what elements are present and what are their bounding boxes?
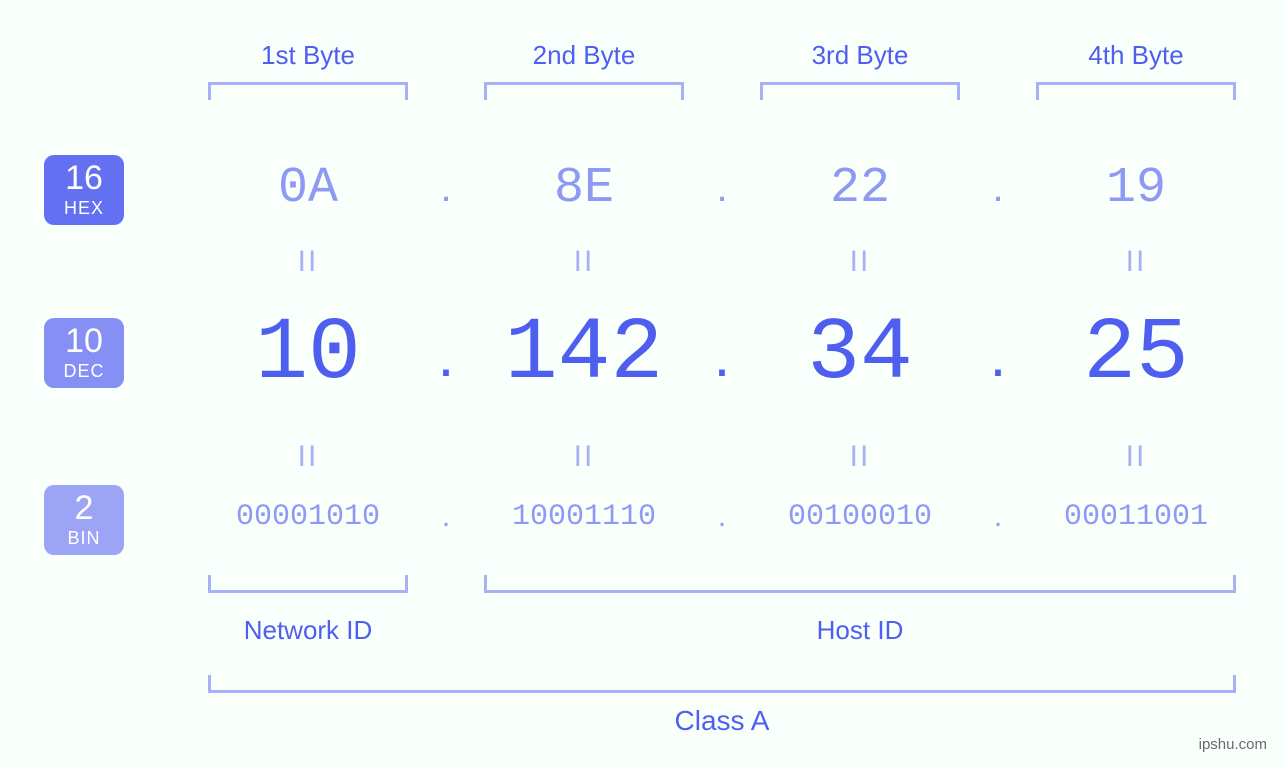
equals-245-1: II (208, 245, 408, 279)
watermark: ipshu.com (1199, 736, 1267, 753)
hex-dot-2: . (684, 160, 760, 218)
top-bracket-1 (208, 82, 408, 100)
dec-byte-2: 142 (484, 305, 684, 404)
top-bracket-3 (760, 82, 960, 100)
label-network-id: Network ID (208, 615, 408, 646)
hex-byte-2: 8E (484, 160, 684, 217)
badge-hex: 16 HEX (44, 155, 124, 225)
bracket-network (208, 575, 408, 593)
equals-440-4: II (1036, 440, 1236, 474)
equals-245-4: II (1036, 245, 1236, 279)
equals-440-1: II (208, 440, 408, 474)
badge-bin-label: BIN (44, 529, 124, 547)
badge-bin: 2 BIN (44, 485, 124, 555)
dec-dot-3: . (960, 305, 1036, 406)
badge-dec-label: DEC (44, 362, 124, 380)
hex-byte-3: 22 (760, 160, 960, 217)
equals-245-2: II (484, 245, 684, 279)
dec-byte-4: 25 (1036, 305, 1236, 404)
badge-hex-label: HEX (44, 199, 124, 217)
bin-byte-1: 00001010 (208, 500, 408, 534)
bin-byte-2: 10001110 (484, 500, 684, 534)
bin-dot-3: . (960, 500, 1036, 535)
bin-byte-3: 00100010 (760, 500, 960, 534)
bin-dot-2: . (684, 500, 760, 535)
badge-hex-base: 16 (44, 161, 124, 195)
byte-header-2: 2nd Byte (484, 40, 684, 71)
dec-byte-3: 34 (760, 305, 960, 404)
badge-bin-base: 2 (44, 491, 124, 525)
hex-dot-3: . (960, 160, 1036, 218)
top-bracket-4 (1036, 82, 1236, 100)
equals-440-2: II (484, 440, 684, 474)
dec-dot-2: . (684, 305, 760, 406)
dec-byte-1: 10 (208, 305, 408, 404)
hex-dot-1: . (408, 160, 484, 218)
label-host-id: Host ID (484, 615, 1236, 646)
equals-245-3: II (760, 245, 960, 279)
label-class: Class A (208, 705, 1236, 737)
bracket-host (484, 575, 1236, 593)
byte-header-3: 3rd Byte (760, 40, 960, 71)
top-bracket-2 (484, 82, 684, 100)
byte-header-1: 1st Byte (208, 40, 408, 71)
equals-440-3: II (760, 440, 960, 474)
hex-byte-1: 0A (208, 160, 408, 217)
dec-dot-1: . (408, 305, 484, 406)
bin-byte-4: 00011001 (1036, 500, 1236, 534)
byte-header-4: 4th Byte (1036, 40, 1236, 71)
bracket-class (208, 675, 1236, 693)
bin-dot-1: . (408, 500, 484, 535)
badge-dec-base: 10 (44, 324, 124, 358)
hex-byte-4: 19 (1036, 160, 1236, 217)
badge-dec: 10 DEC (44, 318, 124, 388)
